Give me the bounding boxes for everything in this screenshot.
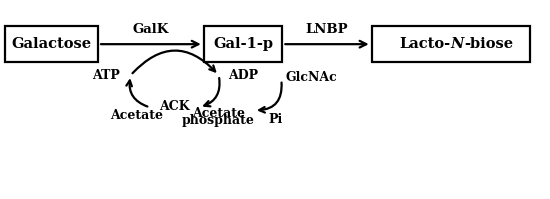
Text: Gal-1-p: Gal-1-p bbox=[213, 37, 273, 51]
Text: N: N bbox=[451, 37, 464, 51]
Text: Acetate: Acetate bbox=[192, 107, 245, 120]
Text: Galactose: Galactose bbox=[12, 37, 92, 51]
FancyBboxPatch shape bbox=[204, 26, 282, 62]
Text: Lacto-: Lacto- bbox=[400, 37, 451, 51]
Text: GlcNAc: GlcNAc bbox=[285, 71, 337, 84]
Text: -biose: -biose bbox=[464, 37, 513, 51]
Text: Pi: Pi bbox=[269, 113, 283, 126]
Text: ADP: ADP bbox=[228, 69, 258, 82]
Text: Acetate: Acetate bbox=[110, 109, 163, 122]
Text: phosphate: phosphate bbox=[182, 114, 255, 127]
Text: ACK: ACK bbox=[160, 100, 190, 113]
Text: ATP: ATP bbox=[92, 69, 120, 82]
FancyBboxPatch shape bbox=[5, 26, 98, 62]
FancyBboxPatch shape bbox=[372, 26, 530, 62]
Text: LNBP: LNBP bbox=[306, 23, 348, 36]
Text: GalK: GalK bbox=[133, 23, 169, 36]
